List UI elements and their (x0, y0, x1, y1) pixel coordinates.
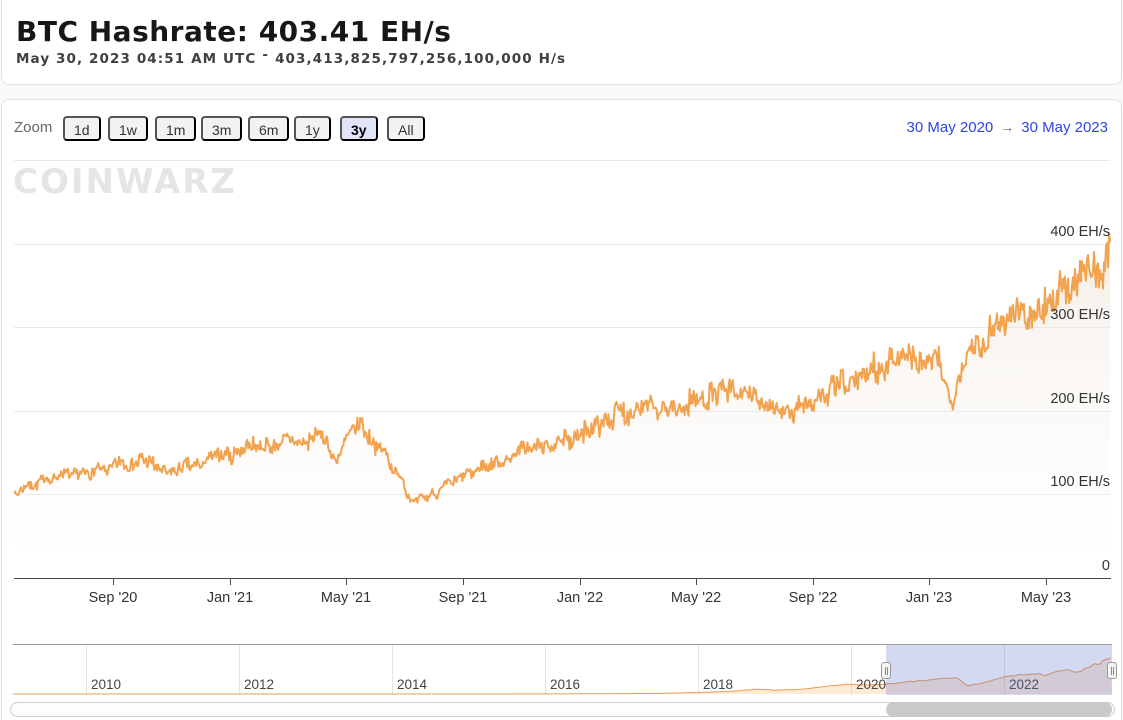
header-card: BTC Hashrate: 403.41 EH/s May 30, 2023 0… (1, 0, 1122, 85)
zoom-button-3m[interactable]: 3m (201, 116, 243, 141)
date-range-display: 30 May 2020 → 30 May 2023 (907, 119, 1108, 136)
nav-gridline (239, 645, 240, 695)
navigator-line-series (13, 657, 1111, 695)
nav-label-2016: 2016 (550, 677, 581, 692)
y-axis-label-300: 300 EH/s (1050, 307, 1110, 323)
zoom-button-1y[interactable]: 1y (294, 116, 331, 141)
x-tick (346, 579, 347, 585)
x-axis-label-sep21: Sep '21 (438, 590, 488, 606)
gridline-300 (14, 327, 1110, 328)
y-axis-label-100: 100 EH/s (1050, 474, 1110, 490)
zoom-button-1d[interactable]: 1d (63, 116, 101, 141)
nav-label-2010: 2010 (91, 677, 122, 692)
navigator-selected-range-mask[interactable] (886, 645, 1112, 695)
zoom-button-3y[interactable]: 3y (340, 116, 378, 141)
x-axis-label-jan23: Jan '23 (905, 590, 953, 606)
subtitle-separator: - (262, 47, 270, 63)
x-tick (1046, 579, 1047, 585)
gridline-200 (14, 411, 1110, 412)
navigator-left-handle[interactable] (881, 662, 891, 679)
hashrate-line-series (14, 231, 1111, 504)
x-tick (463, 579, 464, 585)
zoom-button-6m[interactable]: 6m (248, 116, 290, 141)
x-axis-label-sep20: Sep '20 (88, 590, 138, 606)
x-axis-label-may22: May '22 (670, 590, 722, 606)
zoom-button-1m[interactable]: 1m (155, 116, 197, 141)
navigator-area-fill (13, 657, 1112, 694)
nav-label-2020: 2020 (856, 677, 887, 692)
coinwarz-watermark-logo: COINWARZ (13, 162, 238, 202)
gridline-500 (14, 160, 1110, 161)
x-axis-label-sep22: Sep '22 (788, 590, 838, 606)
navigator-chart[interactable] (13, 645, 1112, 695)
zoom-button-all[interactable]: All (387, 116, 425, 141)
page-subtitle: May 30, 2023 04:51 AM UTC -403,413,825,79… (16, 47, 567, 67)
scrollbar-thumb[interactable] (886, 702, 1112, 717)
nav-gridline (851, 645, 852, 695)
x-tick (580, 579, 581, 585)
navigator-outline (13, 644, 1112, 645)
page-title: BTC Hashrate: 403.41 EH/s (16, 15, 452, 48)
gridline-400 (14, 244, 1110, 245)
nav-gridline (1004, 645, 1005, 695)
nav-gridline (698, 645, 699, 695)
x-tick (929, 579, 930, 585)
x-tick (696, 579, 697, 585)
zoom-button-1w[interactable]: 1w (108, 116, 148, 141)
y-axis-label-400: 400 EH/s (1050, 224, 1110, 240)
x-tick (230, 579, 231, 585)
nav-gridline (545, 645, 546, 695)
nav-label-2014: 2014 (397, 677, 428, 692)
nav-label-2022: 2022 (1009, 677, 1040, 692)
nav-label-2012: 2012 (244, 677, 275, 692)
zoom-range-label: Zoom (14, 119, 53, 136)
x-axis-label-may21: May '21 (320, 590, 372, 606)
x-tick (813, 579, 814, 585)
range-end-date[interactable]: 30 May 2023 (1021, 119, 1108, 136)
nav-gridline (392, 645, 393, 695)
x-axis-label-jan21: Jan '21 (206, 590, 254, 606)
y-axis-label-0: 0 (1101, 558, 1110, 574)
nav-label-2018: 2018 (703, 677, 734, 692)
x-axis-label-jan22: Jan '22 (556, 590, 604, 606)
navigator-right-handle[interactable] (1107, 662, 1117, 679)
nav-gridline (86, 645, 87, 695)
main-chart-plot-area[interactable] (14, 160, 1111, 579)
y-axis-label-200: 200 EH/s (1050, 391, 1110, 407)
scrollbar-track[interactable] (10, 702, 1115, 717)
subtitle-timestamp: May 30, 2023 04:51 AM UTC (16, 51, 257, 67)
subtitle-hashrate-value: 403,413,825,797,256,100,000 H/s (275, 51, 567, 67)
hashrate-area-fill (14, 232, 1110, 578)
x-axis-label-may23: May '23 (1020, 590, 1072, 606)
x-tick (113, 579, 114, 585)
x-axis-line (14, 578, 1111, 579)
range-start-date[interactable]: 30 May 2020 (906, 119, 994, 136)
range-arrow-icon: → (1000, 119, 1015, 135)
